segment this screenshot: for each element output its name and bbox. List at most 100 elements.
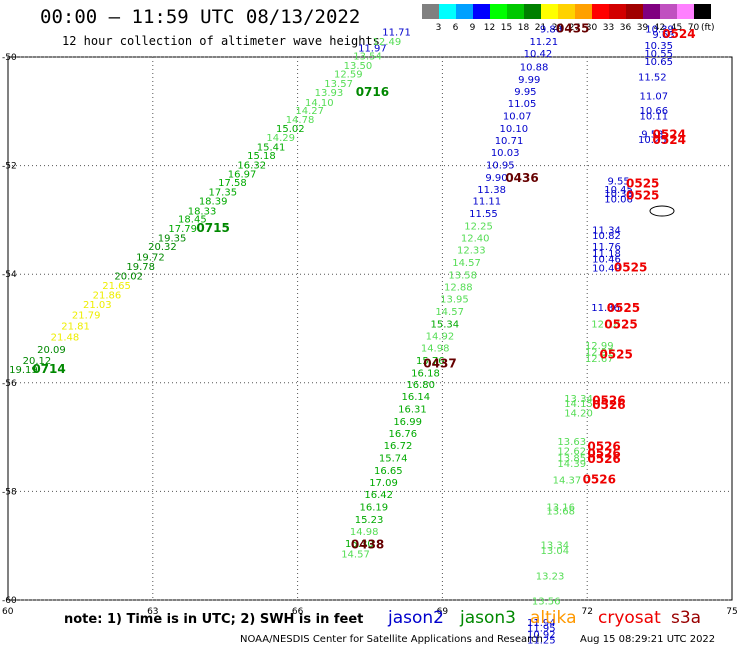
scale-unit: (ft) [701,23,715,33]
swh-label: 11.76 [592,242,621,253]
swh-label: 17.79 [168,224,197,235]
swh-label: 19.19 [9,365,38,376]
swh-label: 13.63 [557,437,586,448]
pass-time-label: 0526 [587,440,620,454]
swh-label: 14.92 [426,331,455,342]
y-tick-label: -54 [2,270,17,280]
swh-label: 12.62 [557,446,586,457]
swh-label: 19.78 [126,262,155,273]
swh-label: 9.95 [514,87,536,98]
x-tick-label: 75 [726,607,737,617]
swh-label: 10.42 [524,49,553,60]
swh-label: 16.97 [228,170,257,181]
swh-label: 13.54 [353,52,382,63]
swh-label: 11.97 [358,44,387,55]
swh-label: 13.16 [546,502,575,513]
swh-label: 10.06 [604,195,633,206]
swh-label: 10.45 [604,185,633,196]
pass-time-label: 0525 [607,301,640,315]
swh-label: 21.79 [72,311,101,322]
page-subtitle: 12 hour collection of altimeter wave hei… [62,34,380,48]
swh-label: 16.18 [411,368,440,379]
swh-label: 9.90 [485,173,507,184]
swh-label: 12.97 [585,348,614,359]
swh-label: 15.18 [247,151,276,162]
x-tick-label: 69 [437,607,449,617]
swh-label: 14.57 [452,258,481,269]
pass-time-label: 0714 [32,362,65,376]
pass-time-label: 0715 [196,221,229,235]
scale-swatch [694,4,711,19]
swh-label: 10.39 [645,25,674,36]
swh-label: 16.14 [402,392,431,403]
swh-label: 10.10 [500,124,529,135]
pass-time-label: 0525 [614,260,647,274]
swh-label: 10.03 [491,148,520,159]
scale-swatch [439,4,456,19]
swh-label: 20.12 [23,356,52,367]
pass-time-label: 0525 [626,188,659,202]
swh-label: 13.23 [536,571,565,582]
swh-label: 9.55 [607,177,629,188]
swh-label: 13.57 [324,79,353,90]
swh-label: 11.34 [592,225,621,236]
swh-label: 14.29 [266,133,295,144]
swh-label: 15.30 [345,539,374,550]
swh-label: 18.33 [188,206,217,217]
swh-label: 13.93 [315,88,344,99]
swh-label: 14.57 [341,550,370,561]
scale-swatch [609,4,626,19]
swh-label: 14.98 [350,527,379,538]
scale-swatch [473,4,490,19]
scale-swatch [541,4,558,19]
map-frame [7,56,733,601]
swh-label: 15.02 [276,124,305,135]
scale-label: 39 [636,23,649,33]
swh-label: 10.65 [644,57,673,68]
swh-label: 10.35 [644,41,673,52]
swh-label: 12.33 [457,246,486,257]
pass-time-label: 0526 [592,398,625,412]
swh-label: 13.50 [344,61,373,72]
scale-label: 70 [687,23,700,33]
footer-timestamp: Aug 15 08:29:21 UTC 2022 [580,634,716,645]
x-tick-label: 60 [2,607,14,617]
swh-label: 13.34 [541,540,570,551]
pass-time-label: 0526 [583,472,616,486]
swh-label: 17.09 [369,478,398,489]
swh-label: 21.03 [83,300,112,311]
swh-label: 15.23 [355,515,384,526]
swh-label: 20.32 [148,242,177,253]
scale-label: 9 [469,23,476,33]
scale-label: 24 [551,23,564,33]
swh-label: 16.72 [384,441,413,452]
swh-label: 14.78 [286,115,315,126]
swh-label: 12.18 [591,319,620,330]
footer-note: note: 1) Time is in UTC; 2) SWH is in fe… [64,612,364,627]
swh-label: 16.65 [374,466,403,477]
swh-label: 13.85 [557,454,586,465]
swh-label: 10.07 [503,111,532,122]
swh-label: 12.25 [464,222,493,233]
satellite-legend-altika: altika [530,608,577,628]
swh-label: 16.42 [364,490,393,501]
swh-label: 12.67 [585,354,614,365]
swh-label: 13.68 [546,507,575,518]
swh-label: 11.55 [469,209,498,220]
x-tick-label: 72 [581,607,592,617]
swh-label: 13.56 [532,596,561,607]
scale-swatch [660,4,677,19]
pass-time-label: 0436 [505,171,538,185]
scribble-mark [649,205,675,217]
swh-label: 14.20 [564,408,593,419]
pass-time-label: 0716 [356,85,389,99]
footer-credit: NOAA/NESDIS Center for Satellite Applica… [240,634,543,645]
x-tick-label: 66 [292,607,304,617]
scale-label: 21 [534,23,547,33]
swh-label: 11.52 [638,72,667,83]
swh-label: 14.57 [435,307,464,318]
swh-label: 11.07 [639,91,668,102]
swh-label: 10.82 [592,231,621,242]
swh-label: 13.04 [541,546,570,557]
